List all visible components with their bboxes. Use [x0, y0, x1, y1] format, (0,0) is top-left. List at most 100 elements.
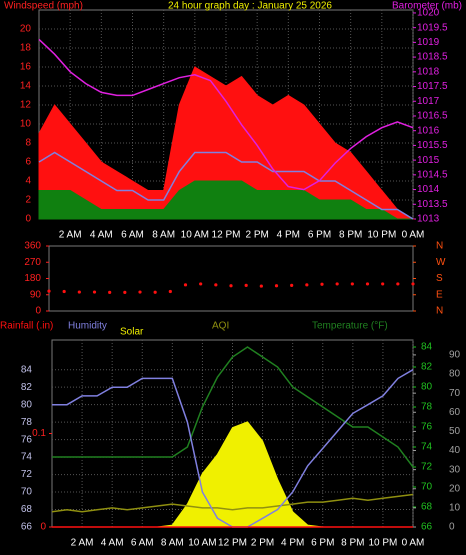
- y3-tick-label: 70: [449, 388, 461, 399]
- x-tick-label: 12 PM: [218, 538, 247, 549]
- y2-tick-label: 78: [421, 402, 433, 413]
- y2-tick-label: W: [436, 257, 446, 268]
- y-tick-label: 78: [21, 417, 33, 428]
- point: [229, 284, 233, 288]
- x-tick-label: 10 AM: [188, 538, 216, 549]
- y-label: Windspeed (mph): [4, 1, 83, 12]
- y2-tick-label: 1017: [417, 96, 440, 107]
- y2-tick-label: 72: [421, 462, 433, 473]
- y3-tick-label: 90: [449, 350, 461, 361]
- point: [77, 290, 81, 294]
- point: [381, 282, 385, 286]
- y-tick-label: 6: [25, 157, 31, 168]
- point: [290, 283, 294, 287]
- point: [92, 290, 97, 294]
- point: [365, 282, 370, 286]
- y-tick-label: 74: [21, 452, 33, 463]
- y-tick-label: 66: [21, 522, 33, 533]
- y2-tick-label: N: [436, 241, 443, 252]
- x-tick-label: 10 PM: [367, 230, 396, 241]
- point: [108, 290, 112, 295]
- legend-label: AQI: [212, 321, 229, 332]
- y2-tick-label: S: [436, 273, 443, 284]
- point: [244, 283, 248, 287]
- y2-tick-label: 1020: [417, 8, 440, 19]
- y-tick-label: 270: [24, 257, 41, 268]
- x-tick-label: 6 PM: [308, 230, 331, 241]
- y-tick-label: 360: [24, 241, 41, 252]
- y-tick-label: 82: [21, 382, 33, 393]
- legend-label: Humidity: [68, 321, 107, 332]
- x-tick-label: 6 PM: [311, 538, 334, 549]
- y-tick-label: 0: [35, 306, 41, 317]
- y2-tick-label: 80: [421, 382, 433, 393]
- point: [138, 290, 142, 294]
- y3-tick-label: 30: [449, 464, 461, 475]
- point: [199, 282, 203, 286]
- point: [123, 290, 127, 295]
- point: [259, 284, 263, 288]
- y-tick-label: 80: [21, 399, 33, 410]
- y2-label: Barometer (mb): [392, 1, 462, 12]
- point: [62, 289, 66, 294]
- y2-tick-label: E: [436, 289, 443, 300]
- x-tick-label: 6 AM: [131, 538, 154, 549]
- x-tick-label: 8 AM: [152, 230, 175, 241]
- point: [47, 289, 51, 293]
- point: [274, 284, 279, 288]
- y2-tick-label: 82: [421, 362, 433, 373]
- y2-tick-label: 1017.5: [417, 81, 448, 92]
- y-tick-label: 68: [21, 504, 33, 515]
- x-tick-label: 4 PM: [277, 230, 300, 241]
- y2-tick-label: 1013: [417, 214, 440, 225]
- y2-tick-label: 1015: [417, 155, 440, 166]
- x-tick-label: 10 AM: [181, 230, 209, 241]
- x-tick-label: 2 AM: [71, 538, 94, 549]
- y-tick-label: 90: [30, 289, 42, 300]
- x-tick-label: 0 AM: [402, 538, 425, 549]
- y2-tick-label: 1018.5: [417, 52, 448, 63]
- y2-tick-label: 70: [421, 482, 433, 493]
- x-tick-label: 4 AM: [90, 230, 113, 241]
- y2-tick-label: 1013.5: [417, 199, 448, 210]
- x-tick-label: 10 PM: [368, 538, 397, 549]
- y3-tick-label: 60: [449, 407, 461, 418]
- point: [153, 290, 157, 294]
- x-tick-label: 8 AM: [161, 538, 184, 549]
- y3-tick-label: 0: [449, 522, 455, 533]
- y2-tick-label: 1016.5: [417, 111, 448, 122]
- y2-tick-label: 1019.5: [417, 22, 448, 33]
- line: [38, 151, 414, 220]
- x-tick-label: 8 PM: [341, 538, 364, 549]
- y3-tick-label: 20: [449, 483, 461, 494]
- title: 24 hour graph day : January 25 2026: [168, 1, 332, 12]
- y3-tick-label: 10: [449, 503, 461, 514]
- y2-tick-label: 1018: [417, 66, 440, 77]
- legend-label: Rainfall (.in): [0, 321, 53, 332]
- y2-tick-label: 1014: [417, 184, 440, 195]
- legend-label: Solar: [120, 327, 144, 338]
- y4-tick-label: 0.1: [32, 428, 46, 439]
- legend-label: Temperature (°F): [312, 321, 388, 332]
- y3-tick-label: 80: [449, 369, 461, 380]
- point: [396, 282, 400, 286]
- y-tick-label: 18: [20, 43, 32, 54]
- area: [38, 180, 413, 220]
- x-tick-label: 8 PM: [339, 230, 362, 241]
- point: [320, 282, 324, 286]
- y2-tick-label: 84: [421, 342, 433, 353]
- y2-tick-label: 68: [421, 502, 433, 513]
- point: [305, 283, 309, 287]
- line: [52, 346, 414, 468]
- point: [183, 283, 188, 287]
- y-tick-label: 10: [20, 119, 32, 130]
- y2-tick-label: 74: [421, 442, 433, 453]
- x-tick-label: 2 PM: [251, 538, 274, 549]
- line: [38, 38, 414, 191]
- x-tick-label: 0 AM: [402, 230, 425, 241]
- y-tick-label: 72: [21, 469, 33, 480]
- y-tick-label: 70: [21, 487, 33, 498]
- x-tick-label: 12 PM: [212, 230, 241, 241]
- x-tick-label: 4 AM: [101, 538, 124, 549]
